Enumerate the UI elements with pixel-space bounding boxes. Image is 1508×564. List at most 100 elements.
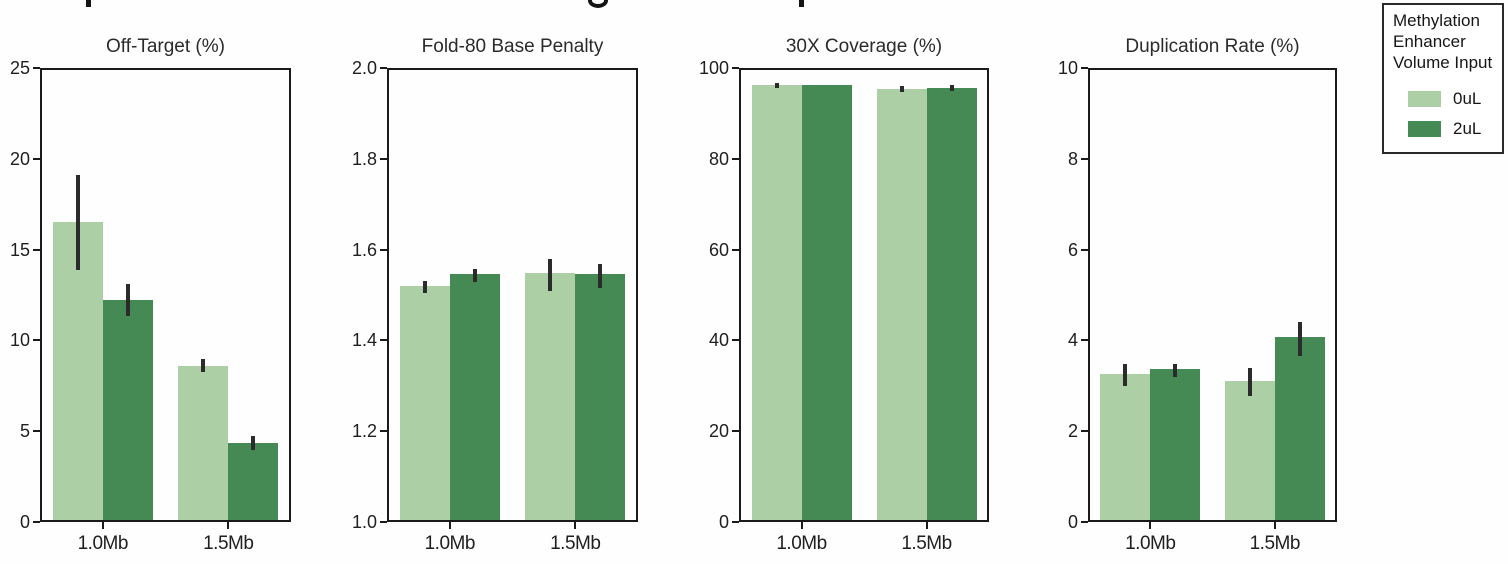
legend-label-2ul: 2uL — [1453, 119, 1482, 138]
bar-2ul-1.5mb — [228, 443, 279, 520]
y-axis-tick — [33, 157, 40, 160]
y-axis-tick — [732, 521, 739, 523]
y-axis-tick-label: 25 — [9, 58, 30, 78]
bar-0ul-1.0mb — [399, 285, 450, 520]
y-axis-tick-label: 1.6 — [351, 239, 377, 260]
subplot-off-target: Off-Target (%) 0 5 10 15 20 25 1.0Mb 1.5Mb — [10, 0, 291, 564]
subplot-30x-coverage: 30X Coverage (%) 0 20 40 60 80 100 1.0Mb 1.5Mb — [699, 0, 989, 564]
y-axis-tick-label: 1.2 — [351, 421, 377, 442]
legend-label-0ul: 0uL — [1453, 89, 1482, 108]
errorbar-0ul-1.5mb — [899, 85, 904, 92]
x-axis-tick — [925, 522, 928, 529]
legend-title: Methylation Enhancer Volume Input — [1393, 10, 1502, 73]
y-axis-tick — [33, 521, 40, 523]
y-axis-tick-label: 40 — [708, 330, 729, 351]
subplot-duplication-rate: Duplication Rate (%) 0 2 4 6 8 10 1.0Mb 1.5Mb — [1058, 0, 1337, 564]
axes-frame — [387, 68, 638, 522]
bar-0ul-1.0mb — [1100, 373, 1151, 520]
x-axis-tick-label: 1.5Mb — [1249, 533, 1301, 554]
y-axis-tick — [732, 67, 739, 69]
y-axis-tick — [380, 248, 387, 251]
y-axis-tick-label: 15 — [9, 239, 30, 260]
errorbar-0ul-1.5mb — [1247, 367, 1252, 397]
y-axis-tick — [380, 430, 387, 433]
errorbar-2ul-1.5mb — [251, 435, 256, 451]
bar-2ul-1.5mb — [926, 87, 977, 520]
x-axis-tick-label: 1.0Mb — [1125, 533, 1176, 554]
y-axis-tick-label: 1.4 — [351, 330, 377, 351]
x-axis-tick — [1149, 522, 1152, 529]
legend-title-line: Volume Input — [1393, 53, 1493, 72]
cropped-title-fragment — [588, 0, 608, 8]
x-axis-tick — [1273, 522, 1276, 529]
y-axis-tick — [1081, 67, 1088, 69]
bar-2ul-1.0mb — [102, 300, 153, 520]
cropped-title-fragment — [86, 0, 91, 7]
axes-frame — [1088, 68, 1337, 522]
y-axis-tick-label: 6 — [1067, 239, 1078, 260]
x-axis-tick — [800, 522, 803, 529]
subplot-title: Fold-80 Base Penalty — [421, 36, 604, 57]
errorbar-0ul-1.0mb — [422, 281, 427, 293]
y-axis-tick — [1081, 430, 1088, 433]
y-axis-tick-label: 80 — [708, 148, 729, 169]
y-axis-tick — [380, 339, 387, 342]
y-axis-tick — [33, 67, 40, 69]
y-axis-tick-label: 10 — [9, 330, 30, 351]
errorbar-0ul-1.0mb — [75, 175, 80, 270]
bar-2ul-1.0mb — [449, 274, 500, 520]
x-axis-tick-label: 1.0Mb — [77, 533, 129, 554]
y-axis-tick-label: 0 — [1067, 512, 1078, 532]
x-axis-tick-label: 1.5Mb — [550, 533, 601, 554]
y-axis-tick-label: 4 — [1067, 330, 1078, 351]
y-axis-tick — [1081, 157, 1088, 160]
y-axis-tick — [1081, 521, 1088, 523]
y-axis-tick-label: 60 — [708, 239, 729, 260]
x-axis-tick — [574, 522, 577, 529]
cropped-title-fragment — [799, 0, 804, 7]
subplot-fold-80-base-penalty: Fold-80 Base Penalty 1.0 1.2 1.4 1.6 1.8 2.0 1.… — [352, 0, 638, 564]
bar-0ul-1.5mb — [525, 273, 576, 520]
x-axis-tick — [227, 522, 230, 529]
y-axis-tick-label: 2 — [1067, 421, 1078, 442]
y-axis-tick — [380, 157, 387, 160]
errorbar-2ul-1.0mb — [472, 269, 477, 283]
legend-title-line: Enhancer — [1393, 32, 1466, 51]
x-axis-tick-label: 1.5Mb — [901, 533, 952, 554]
y-axis-tick — [732, 339, 739, 342]
y-axis-tick — [732, 157, 739, 160]
bar-2ul-1.0mb — [801, 85, 852, 520]
y-axis-tick-label: 1.8 — [351, 148, 377, 169]
axes-frame — [739, 68, 989, 522]
legend-entry-0ul: 0uL — [1408, 89, 1502, 109]
y-axis-tick-label: 2.0 — [351, 58, 377, 78]
y-axis-tick-label: 10 — [1057, 58, 1078, 78]
x-axis-tick — [448, 522, 451, 529]
y-axis-tick-label: 1.0 — [351, 512, 377, 532]
legend-swatch-0ul — [1408, 91, 1441, 107]
y-axis-tick — [732, 248, 739, 251]
bar-0ul-1.0mb — [751, 85, 802, 520]
y-axis-tick — [33, 430, 40, 433]
bar-2ul-1.5mb — [1274, 337, 1325, 520]
subplot-title: 30X Coverage (%) — [785, 36, 943, 57]
y-axis-tick-label: 5 — [19, 421, 30, 442]
x-axis-tick — [101, 522, 104, 529]
errorbar-2ul-1.5mb — [949, 85, 954, 91]
y-axis-tick — [732, 430, 739, 433]
y-axis-tick — [1081, 339, 1088, 342]
bar-0ul-1.0mb — [52, 222, 103, 520]
errorbar-0ul-1.0mb — [774, 82, 779, 88]
y-axis-tick-label: 0 — [19, 512, 30, 532]
legend: Methylation Enhancer Volume Input 0uL 2u… — [1382, 3, 1504, 154]
y-axis-tick — [33, 339, 40, 342]
errorbar-2ul-1.0mb — [125, 284, 130, 316]
subplot-title: Off-Target (%) — [106, 36, 225, 57]
errorbar-0ul-1.5mb — [201, 359, 206, 373]
y-axis-tick-label: 20 — [708, 421, 729, 442]
x-axis-tick-label: 1.5Mb — [203, 533, 254, 554]
bar-0ul-1.5mb — [1224, 381, 1275, 520]
errorbar-2ul-1.5mb — [1297, 322, 1302, 357]
y-axis-tick — [380, 67, 387, 69]
